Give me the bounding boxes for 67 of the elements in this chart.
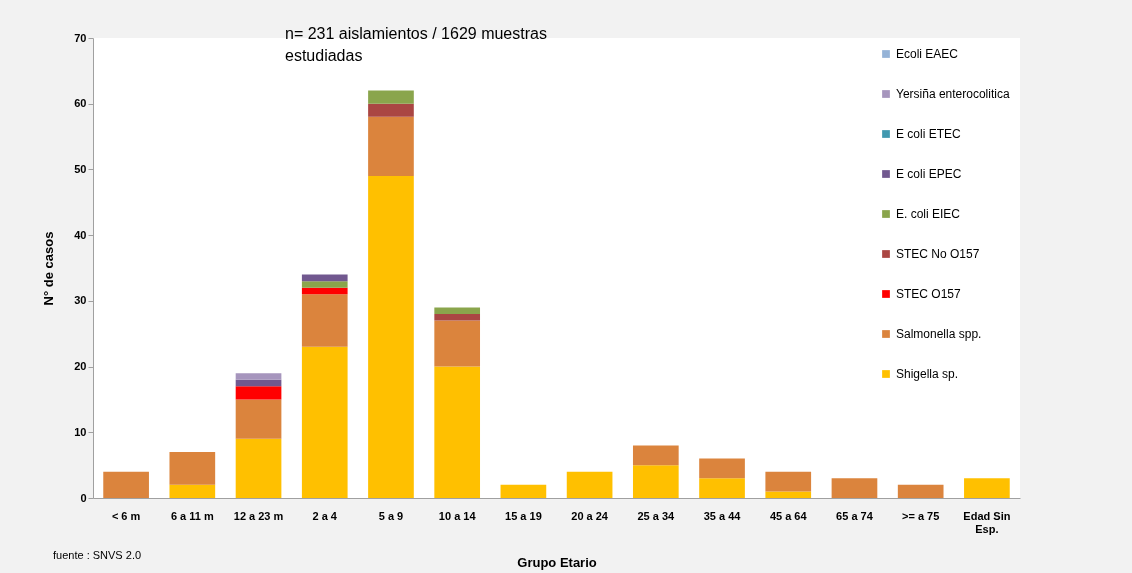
source-note: fuente : SNVS 2.0 [53, 549, 142, 561]
bar [301, 281, 348, 288]
y-tick-label: 10 [74, 425, 87, 438]
bar [964, 478, 1010, 498]
bar [368, 116, 414, 176]
bar [368, 90, 414, 104]
legend-label: Salmonella spp. [896, 327, 982, 341]
x-tick-label: < 6 m [111, 509, 141, 522]
bar [831, 478, 878, 498]
bar [632, 445, 679, 466]
bar [235, 399, 282, 439]
x-tick-label: 6 a 11 m [170, 509, 214, 522]
x-tick-label: 65 a 74 [836, 509, 874, 522]
x-tick-label: Edad Sin Esp. [963, 509, 1011, 535]
y-tick-label: 70 [74, 31, 87, 44]
legend-label: E coli EPEC [896, 167, 962, 181]
bar [103, 471, 149, 498]
bar [301, 294, 348, 347]
legend-label: Ecoli EAEC [896, 47, 959, 61]
bar [434, 314, 481, 321]
bar [632, 465, 679, 498]
legend-label: E. coli EIEC [896, 207, 961, 221]
bar [897, 484, 944, 498]
y-tick-label: 50 [74, 162, 87, 175]
bar [434, 320, 481, 367]
bar [566, 471, 613, 498]
legend-label: E coli ETEC [896, 127, 962, 141]
legend-label: STEC No O157 [896, 247, 980, 261]
x-axis-title: Grupo Etario [517, 554, 597, 570]
bar [765, 471, 812, 492]
y-tick-label: 20 [74, 360, 87, 373]
annotation: n= 231 aislamientos / 1629 muestras estudiadas [285, 25, 547, 64]
x-tick-label: 2 a 4 [312, 509, 338, 522]
x-tick-label: 35 a 44 [703, 509, 742, 522]
y-tick-label: 0 [80, 491, 87, 504]
x-tick-label: 20 a 24 [571, 509, 609, 522]
bar [699, 458, 745, 479]
y-tick-label: 30 [74, 294, 87, 307]
x-tick-label: 12 a 23 m [233, 509, 284, 522]
x-tick-label: 5 a 9 [378, 509, 404, 522]
bar [368, 176, 414, 498]
legend-label: STEC O157 [896, 287, 962, 301]
bar [235, 379, 282, 387]
x-tick-label: 25 a 34 [637, 509, 676, 522]
x-tick-label: 45 a 64 [769, 509, 808, 522]
bar [434, 366, 481, 498]
bar [235, 438, 282, 498]
bar [235, 386, 282, 400]
bar [301, 274, 348, 282]
legend-label: Yersiña enterocolitica [896, 87, 1010, 101]
x-tick-label: 15 a 19 [505, 509, 542, 522]
legend-label: Shigella sp. [896, 367, 959, 381]
y-tick-label: 40 [74, 228, 87, 241]
x-tick-label: >= a 75 [902, 509, 940, 522]
bar [500, 484, 547, 498]
bar [368, 103, 414, 117]
y-tick-label: 60 [74, 97, 87, 110]
y-axis-title: N° de casos [41, 231, 57, 306]
bar [765, 491, 812, 498]
bar [169, 484, 216, 498]
bar [235, 373, 282, 380]
bar [434, 307, 481, 314]
bar [699, 478, 745, 498]
bar [301, 287, 348, 295]
bar [169, 452, 216, 485]
x-tick-label: 10 a 14 [438, 509, 477, 522]
bar [301, 346, 348, 498]
